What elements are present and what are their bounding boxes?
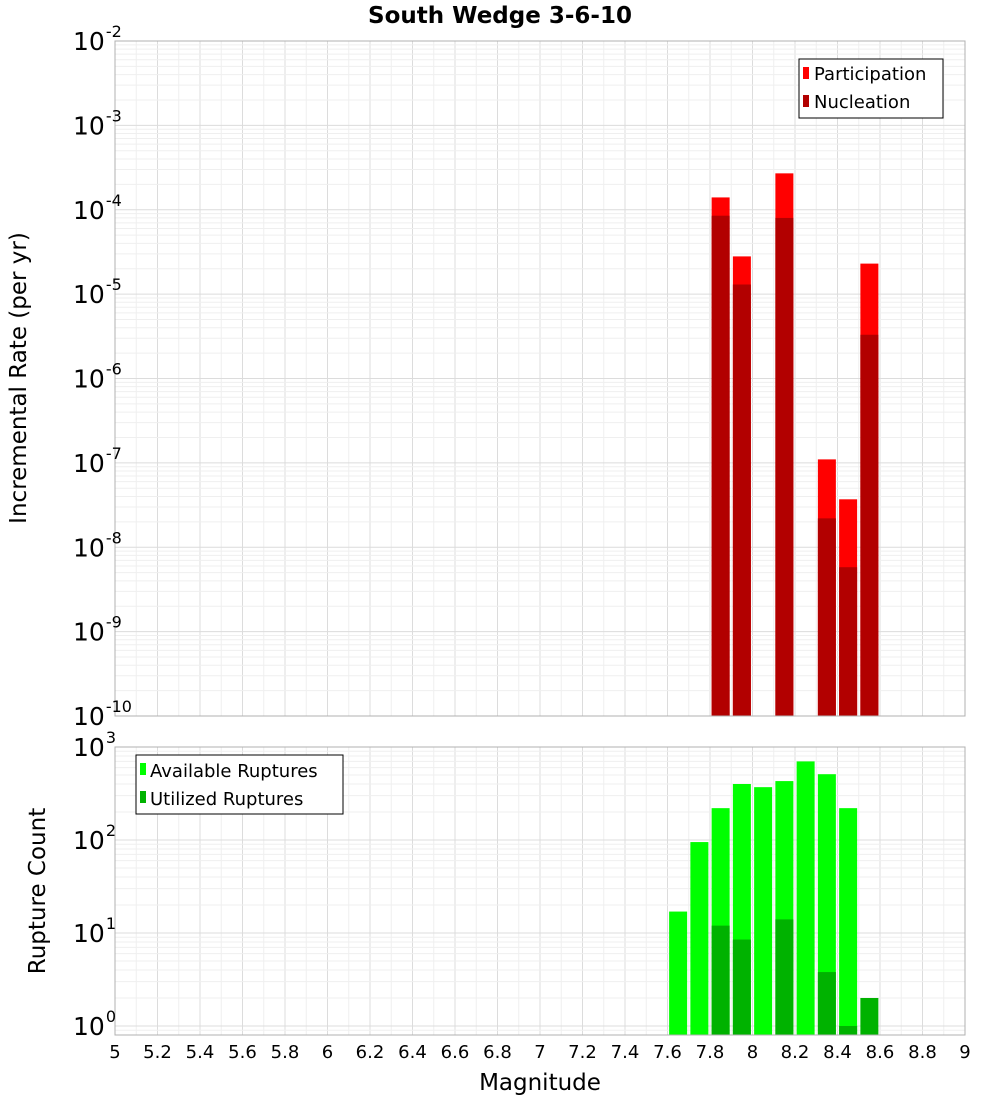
count-y-ticks: 103 102 101 100	[73, 728, 116, 1041]
utilized-ruptures-bar	[839, 1025, 858, 1035]
count-y-tick-label: 100	[73, 1007, 116, 1041]
utilized-ruptures-bar	[711, 925, 730, 1035]
x-tick-label: 7.4	[611, 1042, 640, 1063]
available-ruptures-bar	[796, 761, 815, 1035]
legend-swatch-utilized	[140, 791, 146, 803]
utilized-ruptures-bar	[860, 997, 879, 1035]
legend-swatch-nucleation	[803, 95, 809, 107]
x-tick-label: 9	[959, 1042, 970, 1063]
rate-y-ticks: 10-2 10-3 10-4 10-5 10-6 10-7 10-8 10-9 10-10	[73, 22, 132, 731]
legend-swatch-available	[140, 763, 146, 775]
nucleation-bar	[732, 284, 751, 716]
x-tick-label: 8.6	[866, 1042, 895, 1063]
available-ruptures-bar	[817, 774, 836, 1035]
rate-legend-box	[798, 58, 944, 119]
x-tick-label: 6.6	[441, 1042, 470, 1063]
count-y-axis-label: Rupture Count	[25, 808, 51, 974]
x-tick-label: 8.4	[823, 1042, 852, 1063]
x-tick-label: 6.8	[483, 1042, 512, 1063]
x-tick-label: 5.8	[271, 1042, 300, 1063]
x-tick-label: 8.2	[781, 1042, 810, 1063]
x-tick-label: 6	[322, 1042, 333, 1063]
rate-y-tick-label: 10-9	[73, 613, 122, 647]
x-tick-label: 6.4	[398, 1042, 427, 1063]
rate-bars	[711, 173, 879, 717]
available-ruptures-bar	[690, 842, 709, 1035]
rate-y-tick-label: 10-2	[73, 22, 122, 56]
nucleation-bar	[860, 334, 879, 716]
rate-y-tick-label: 10-5	[73, 275, 122, 309]
count-y-tick-label: 103	[73, 728, 116, 762]
available-ruptures-bar	[754, 787, 773, 1035]
available-ruptures-bar	[839, 808, 858, 1035]
legend-swatch-participation	[803, 67, 809, 79]
x-tick-label: 5	[109, 1042, 120, 1063]
rate-grid	[114, 41, 966, 717]
x-tick-label: 8	[747, 1042, 758, 1063]
x-tick-label: 5.2	[143, 1042, 172, 1063]
x-ticks: 5 5.2 5.4 5.6 5.8 6 6.2 6.4 6.6 6.8 7 7.2 7.4 7.6 7.8 8…	[109, 1042, 970, 1063]
rate-panel: 10-2 10-3 10-4 10-5 10-6 10-7 10-8 10-9 10-10 In…	[6, 22, 966, 731]
rate-y-tick-label: 10-8	[73, 528, 122, 562]
rate-y-tick-label: 10-4	[73, 191, 122, 225]
x-tick-label: 5.4	[186, 1042, 215, 1063]
legend-label-available: Available Ruptures	[150, 761, 318, 782]
rate-y-tick-label: 10-6	[73, 360, 122, 394]
count-plot-frame	[114, 746, 966, 1036]
rate-y-tick-label: 10-10	[73, 697, 132, 731]
chart-title: South Wedge 3-6-10	[368, 3, 632, 29]
x-tick-label: 8.8	[908, 1042, 937, 1063]
count-y-tick-label: 101	[73, 914, 116, 948]
rate-legend: Participation Nucleation	[798, 58, 944, 119]
count-panel: 103 102 101 100 Rupture Count 5 5.2 5.4 5.6 5.8…	[25, 728, 971, 1096]
legend-label-participation: Participation	[814, 64, 926, 85]
x-axis-label: Magnitude	[479, 1070, 601, 1096]
legend-label-nucleation: Nucleation	[814, 92, 910, 113]
count-legend-box	[135, 754, 344, 815]
rate-y-tick-label: 10-7	[73, 444, 122, 478]
nucleation-bar	[839, 567, 858, 716]
nucleation-bar	[711, 215, 730, 717]
utilized-ruptures-bar	[817, 972, 836, 1035]
rate-y-axis-label: Incremental Rate (per yr)	[6, 232, 32, 524]
rate-y-tick-label: 10-3	[73, 106, 122, 140]
x-tick-label: 7.2	[568, 1042, 597, 1063]
count-y-tick-label: 102	[73, 821, 116, 855]
x-tick-label: 7.8	[696, 1042, 725, 1063]
nucleation-bar	[817, 518, 836, 716]
available-ruptures-bar	[669, 911, 688, 1035]
utilized-ruptures-bar	[775, 919, 794, 1035]
rate-plot-frame	[114, 40, 966, 717]
legend-label-utilized: Utilized Ruptures	[150, 789, 303, 810]
x-tick-label: 7	[534, 1042, 545, 1063]
count-legend: Available Ruptures Utilized Ruptures	[135, 754, 344, 815]
count-bars	[669, 761, 879, 1035]
x-tick-label: 7.6	[653, 1042, 682, 1063]
x-tick-label: 6.2	[356, 1042, 385, 1063]
x-tick-label: 5.6	[228, 1042, 257, 1063]
nucleation-bar	[775, 217, 794, 716]
utilized-ruptures-bar	[732, 939, 751, 1035]
